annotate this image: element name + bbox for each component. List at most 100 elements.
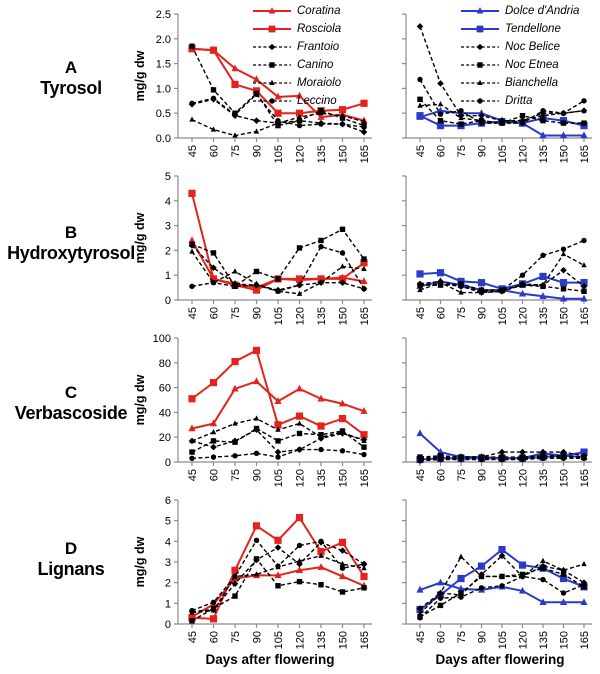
tyrosol-left-canvas: mg/g dw 0.0 0.5 1.0 1.5 2.0 2.5 45 60 75 90 105 120 1… (133, 9, 372, 163)
svg-text:100: 100 (153, 333, 171, 345)
svg-text:0.5: 0.5 (156, 108, 171, 120)
series-leccino (189, 243, 367, 295)
svg-text:75: 75 (230, 145, 242, 157)
y-tick-labels: 0 1 2 3 4 5 (165, 171, 171, 307)
svg-text:135: 135 (538, 469, 550, 487)
row-label-c: C Verbascoside (0, 382, 142, 425)
svg-text:135: 135 (316, 145, 328, 163)
svg-text:105: 105 (273, 631, 285, 649)
y-tick-labels: 0 20 40 60 80 100 (153, 333, 171, 469)
svg-text:90: 90 (252, 145, 264, 157)
svg-text:45: 45 (187, 631, 199, 643)
svg-text:165: 165 (579, 631, 591, 649)
svg-text:90: 90 (252, 307, 264, 319)
svg-text:3: 3 (165, 221, 171, 233)
legend-label: Canino (297, 59, 334, 71)
legend-red-cultivars: Coratina Rosciola Frantoio Canino Moraiolo Le… (252, 2, 341, 110)
svg-text:105: 105 (497, 145, 509, 163)
svg-text:135: 135 (316, 631, 328, 649)
legend-item-dolce-d-andria: Dolce d'Andria (460, 2, 579, 20)
series-canino (189, 226, 367, 290)
svg-text:90: 90 (477, 307, 489, 319)
svg-text:75: 75 (230, 469, 242, 481)
series-dritta (417, 76, 587, 126)
y-tick-labels: 0.0 0.5 1.0 1.5 2.0 2.5 (156, 9, 171, 145)
tyrosol-right-canvas: 45 60 75 90 105 120 135 150 165 (402, 13, 592, 163)
legend-key-circle-icon (461, 98, 499, 104)
series-leccino (189, 91, 367, 130)
svg-text:5: 5 (165, 171, 171, 183)
svg-text:165: 165 (579, 307, 591, 325)
series-moraiolo (189, 415, 367, 443)
svg-text:45: 45 (187, 469, 199, 481)
x-tick-labels: 45 60 75 90 105 120 135 150 165 (415, 307, 591, 325)
svg-text:120: 120 (295, 307, 307, 325)
series-dritta (417, 455, 587, 464)
y-tick-labels: 0 1 2 3 4 5 6 (165, 495, 171, 631)
panel-letter-d: D (64, 539, 78, 558)
svg-text:150: 150 (559, 145, 571, 163)
svg-text:2.0: 2.0 (156, 34, 171, 46)
svg-text:40: 40 (159, 407, 171, 419)
row-label-a: A Tyrosol (0, 57, 142, 100)
svg-text:60: 60 (159, 383, 171, 395)
legend-item-canino: Canino (252, 56, 341, 74)
svg-text:75: 75 (456, 145, 468, 157)
legend-label: Tendellone (505, 23, 561, 35)
panel-letter-b: B (64, 223, 78, 242)
svg-text:150: 150 (559, 469, 571, 487)
svg-text:165: 165 (579, 145, 591, 163)
svg-text:150: 150 (338, 307, 350, 325)
svg-text:105: 105 (273, 469, 285, 487)
legend-key-triangle-icon (253, 7, 291, 14)
legend-label: Frantoio (297, 41, 340, 53)
x-tick-labels: 45 60 75 90 105 120 135 150 165 (415, 631, 591, 649)
row-label-b: B Hydroxytyrosol (0, 222, 142, 265)
axes (174, 175, 372, 304)
svg-text:2.5: 2.5 (156, 9, 171, 21)
svg-text:1: 1 (165, 270, 171, 282)
svg-text:150: 150 (338, 145, 350, 163)
svg-text:45: 45 (187, 145, 199, 157)
svg-text:105: 105 (273, 307, 285, 325)
verbascoside-right-canvas: 45 60 75 90 105 120 135 150 165 (402, 337, 592, 487)
legend-item-dritta: Dritta (460, 92, 579, 110)
svg-text:120: 120 (518, 145, 530, 163)
chart-tyrosol-right: 45 60 75 90 105 120 135 150 165 (396, 4, 600, 173)
svg-text:1: 1 (165, 598, 171, 610)
legend-key-square-icon (253, 62, 291, 68)
svg-text:135: 135 (538, 631, 550, 649)
svg-text:2: 2 (165, 245, 171, 257)
axes (174, 13, 372, 142)
x-tick-labels: 45 60 75 90 105 120 135 150 165 (187, 307, 371, 325)
svg-text:6: 6 (165, 495, 171, 507)
legend-key-circle-icon (253, 98, 291, 104)
svg-text:5: 5 (165, 516, 171, 528)
svg-text:90: 90 (252, 631, 264, 643)
legend-key-diamond-icon (461, 43, 499, 51)
svg-text:75: 75 (456, 469, 468, 481)
x-tick-labels: 45 60 75 90 105 120 135 150 165 (415, 145, 591, 163)
svg-text:0: 0 (165, 619, 171, 631)
svg-text:60: 60 (209, 307, 221, 319)
axes (174, 499, 372, 628)
legend-item-noc-belice: Noc Belice (460, 38, 579, 56)
legend-item-moraiolo: Moraiolo (252, 74, 341, 92)
svg-text:105: 105 (497, 631, 509, 649)
axes (174, 337, 372, 466)
hydroxytyrosol-right-canvas: 45 60 75 90 105 120 135 150 165 (402, 175, 592, 325)
legend-item-rosciola: Rosciola (252, 20, 341, 38)
axes (402, 337, 592, 466)
axes (402, 175, 592, 304)
svg-text:135: 135 (316, 307, 328, 325)
legend-key-square-icon (253, 25, 291, 33)
svg-text:90: 90 (252, 469, 264, 481)
series-dritta (417, 573, 587, 621)
legend-label: Dolce d'Andria (505, 5, 580, 17)
svg-text:0: 0 (165, 295, 171, 307)
legend-item-frantoio: Frantoio (252, 38, 341, 56)
axes (402, 13, 592, 142)
legend-label: Noc Belice (505, 41, 560, 53)
series-coratina (188, 377, 368, 432)
svg-text:105: 105 (497, 307, 509, 325)
